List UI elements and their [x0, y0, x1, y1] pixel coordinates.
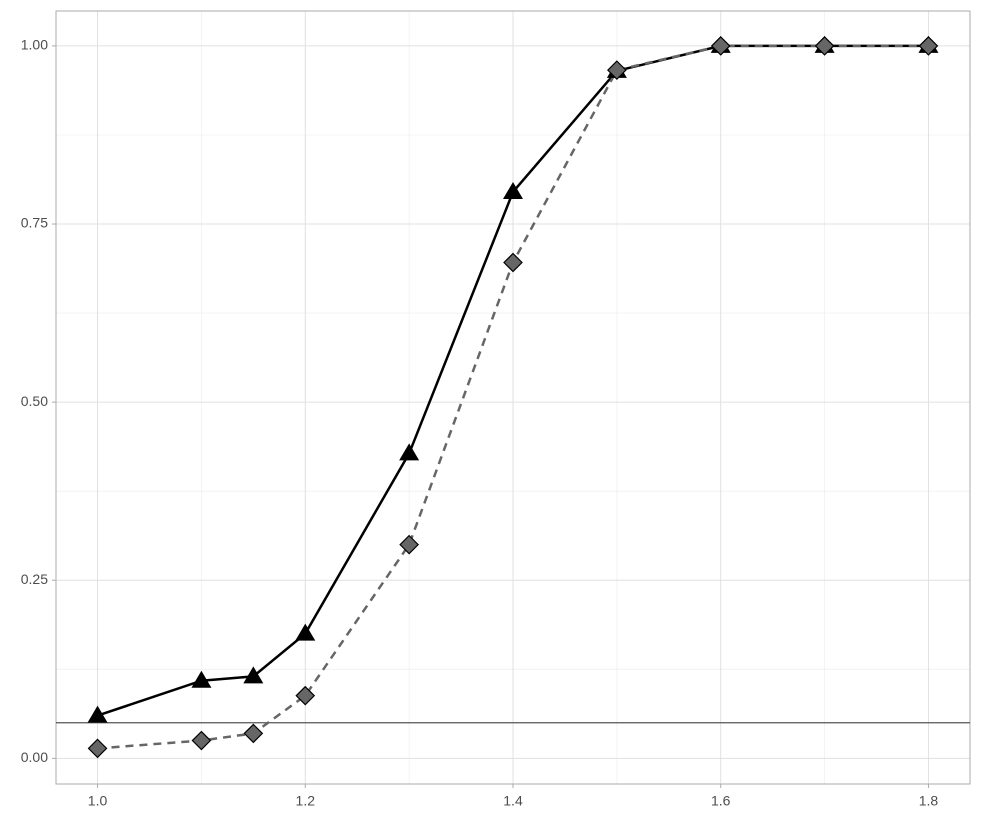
diamond-marker [814, 36, 835, 56]
triangle-marker [503, 181, 523, 199]
diamond-marker [191, 730, 212, 751]
triangle-marker [87, 705, 108, 723]
diamond-marker [918, 36, 939, 56]
triangle-marker [243, 666, 264, 684]
triangle-marker [399, 443, 420, 461]
triangle-marker [191, 670, 212, 688]
y-tick-label: 0.25 [21, 571, 48, 587]
series-line [97, 44, 929, 750]
y-tick-label: 0.75 [21, 215, 48, 231]
x-tick-label: 1.6 [711, 793, 731, 809]
panel-border [55, 10, 971, 785]
diamond-marker [399, 534, 419, 555]
diamond-marker [243, 723, 264, 744]
x-tick-label: 1.0 [88, 793, 108, 809]
triangle-marker [295, 623, 316, 641]
diamond-marker [503, 252, 523, 273]
y-tick-label: 1.00 [21, 37, 48, 53]
y-tick-label: 0.50 [21, 393, 48, 409]
diamond-marker [295, 685, 316, 706]
x-tick-label: 1.2 [296, 793, 316, 809]
y-tick-label: 0.00 [21, 749, 48, 765]
x-tick-label: 1.4 [503, 793, 523, 809]
x-tick-label: 1.8 [919, 793, 939, 809]
diamond-marker [87, 738, 108, 759]
diamond-marker [607, 60, 627, 80]
diamond-marker [710, 36, 731, 56]
